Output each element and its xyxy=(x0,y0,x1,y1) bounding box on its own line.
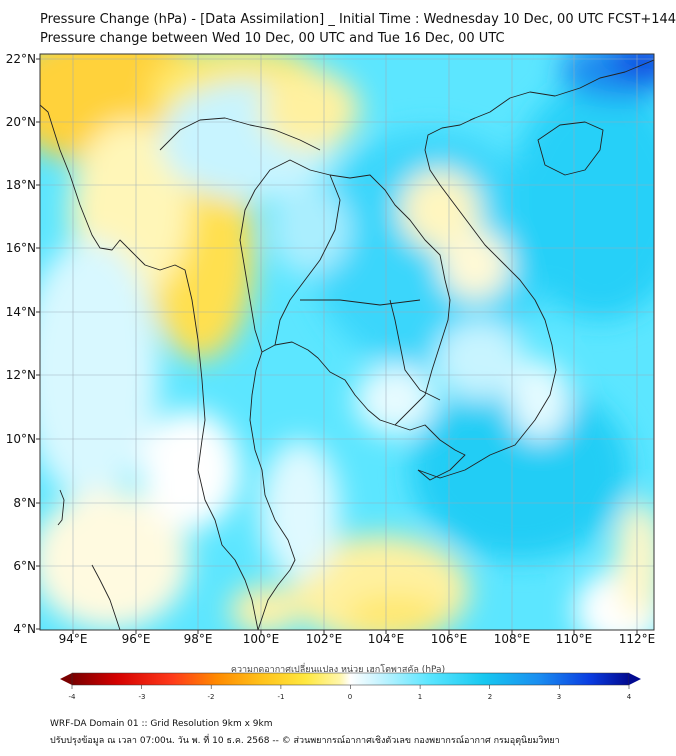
pressure-field xyxy=(40,54,654,630)
footer-credit: ปรับปรุงข้อมูล ณ เวลา 07:00น. วัน พ. ที่… xyxy=(50,736,560,746)
lat-label-14: 14°N xyxy=(5,305,36,319)
lon-label-102: 102°E xyxy=(305,632,343,646)
map-frame xyxy=(39,53,655,631)
lat-label-8: 8°N xyxy=(13,496,36,510)
graticule xyxy=(40,54,654,630)
lat-label-4: 4°N xyxy=(13,622,36,636)
lon-label-106: 106°E xyxy=(430,632,468,646)
footer-domain-info: WRF-DA Domain 01 :: Grid Resolution 9km … xyxy=(50,719,273,729)
colorbar-tick: 1 xyxy=(417,693,423,701)
lat-label-18: 18°N xyxy=(5,178,36,192)
lat-label-12: 12°N xyxy=(5,368,36,382)
lon-label-94: 94°E xyxy=(58,632,88,646)
lat-label-20: 20°N xyxy=(5,115,36,129)
colorbar-tick: -4 xyxy=(68,693,76,701)
lat-label-10: 10°N xyxy=(5,432,36,446)
lon-label-96: 96°E xyxy=(121,632,151,646)
coastlines xyxy=(40,59,654,630)
colorbar-title: ความกดอากาศเปลี่ยนแปลง หน่วย เฮกโตพาสคัล… xyxy=(230,665,446,675)
lat-label-22: 22°N xyxy=(5,52,36,66)
lat-label-16: 16°N xyxy=(5,241,36,255)
colorbar-tick: -3 xyxy=(138,693,146,701)
lat-label-6: 6°N xyxy=(13,559,36,573)
colorbar xyxy=(60,672,641,689)
colorbar-tick: -1 xyxy=(277,693,285,701)
lon-label-108: 108°E xyxy=(493,632,531,646)
lon-label-112: 112°E xyxy=(618,632,656,646)
colorbar-tick: 4 xyxy=(626,693,632,701)
lon-label-104: 104°E xyxy=(367,632,405,646)
colorbar-tick: 3 xyxy=(556,693,562,701)
lon-label-98: 98°E xyxy=(183,632,213,646)
lon-label-110: 110°E xyxy=(555,632,593,646)
colorbar-tick: 2 xyxy=(487,693,493,701)
colorbar-tick: 0 xyxy=(347,693,353,701)
colorbar-tick: -2 xyxy=(207,693,215,701)
lon-label-100: 100°E xyxy=(242,632,280,646)
title-line-2: Pressure change between Wed 10 Dec, 00 U… xyxy=(40,31,505,46)
title-line-1: Pressure Change (hPa) - [Data Assimilati… xyxy=(40,12,676,27)
